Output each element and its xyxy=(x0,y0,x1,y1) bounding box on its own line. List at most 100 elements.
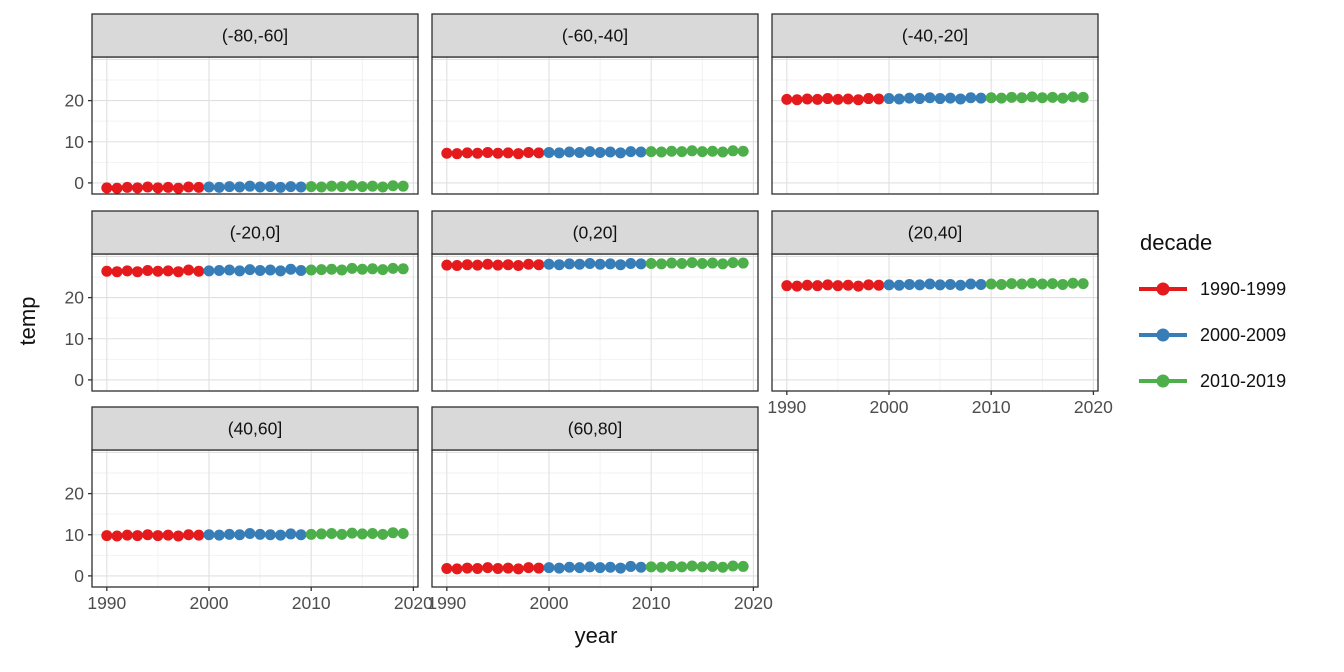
data-point xyxy=(213,529,225,541)
data-point xyxy=(604,561,616,573)
data-point xyxy=(183,529,195,541)
data-point xyxy=(696,146,708,158)
data-point xyxy=(101,265,113,277)
data-point xyxy=(336,181,348,193)
data-point xyxy=(676,561,688,573)
facet-(40,60]: (40,60] 0 10 20 1990 2000 2010 2020 xyxy=(65,406,433,613)
data-point xyxy=(377,264,389,276)
data-point xyxy=(264,529,276,541)
data-point xyxy=(523,258,535,270)
data-point xyxy=(563,258,575,270)
data-point xyxy=(914,279,926,291)
y-tick-label: 10 xyxy=(65,329,85,349)
data-point xyxy=(183,264,195,276)
data-point xyxy=(172,182,184,194)
series-2000-2009 xyxy=(883,92,987,105)
legend-key-icon xyxy=(1139,328,1187,342)
x-tick-label: 2010 xyxy=(632,593,671,613)
data-point xyxy=(801,93,813,105)
data-point xyxy=(1047,278,1059,290)
data-point xyxy=(326,263,338,275)
facet-strip xyxy=(431,13,759,58)
data-point xyxy=(131,266,143,278)
data-point xyxy=(686,145,698,157)
facet-(-20,0]: (-20,0] 0 10 20 xyxy=(65,210,419,392)
data-point xyxy=(584,561,596,573)
legend-entry-label: 2000-2009 xyxy=(1200,324,1287,345)
data-point xyxy=(162,529,174,541)
legend-key-icon xyxy=(1139,282,1187,296)
data-point xyxy=(1067,91,1079,103)
data-point xyxy=(717,146,729,158)
facet-(-80,-60]: (-80,-60] 0 10 20 xyxy=(65,13,419,195)
data-point xyxy=(285,263,297,275)
data-point xyxy=(944,278,956,290)
data-point xyxy=(563,146,575,158)
data-point xyxy=(356,528,368,540)
series-2010-2019 xyxy=(645,145,749,158)
facet-strip-label: (-40,-20] xyxy=(902,26,968,46)
data-point xyxy=(502,147,514,159)
facet-(-60,-40]: (-60,-40] xyxy=(431,13,759,195)
data-point xyxy=(492,147,504,159)
data-point xyxy=(533,562,545,574)
x-tick-label: 1990 xyxy=(427,593,466,613)
data-point xyxy=(533,259,545,271)
data-point xyxy=(367,528,379,540)
legend-entry: 2000-2009 xyxy=(1138,312,1286,358)
data-point xyxy=(903,278,915,290)
data-point xyxy=(955,279,967,291)
y-tick-label: 10 xyxy=(65,525,85,545)
facet-strip-label: (60,80] xyxy=(568,419,622,439)
legend: decade 1990-1999 2000-2009 2010-2019 xyxy=(1138,230,1286,404)
data-point xyxy=(193,265,205,277)
data-point xyxy=(781,93,793,105)
data-point xyxy=(111,530,123,542)
data-point xyxy=(584,146,596,158)
data-point xyxy=(131,530,143,542)
data-point xyxy=(172,530,184,542)
data-point xyxy=(367,180,379,192)
data-point xyxy=(162,181,174,193)
data-point xyxy=(502,259,514,271)
series-2000-2009 xyxy=(883,278,987,291)
data-point xyxy=(985,278,997,290)
data-point xyxy=(482,258,494,270)
data-point xyxy=(193,529,205,541)
series-2000-2009 xyxy=(203,180,307,193)
data-point xyxy=(377,181,389,193)
data-point xyxy=(717,561,729,573)
data-point xyxy=(471,259,483,271)
data-point xyxy=(666,257,678,269)
data-point xyxy=(707,257,719,269)
data-point xyxy=(801,279,813,291)
data-point xyxy=(203,181,215,193)
data-point xyxy=(512,563,524,575)
data-point xyxy=(1016,278,1028,290)
data-point xyxy=(142,529,154,541)
data-point xyxy=(183,181,195,193)
y-tick-label: 20 xyxy=(65,91,85,111)
x-tick-label: 2010 xyxy=(972,397,1011,417)
legend-key-point xyxy=(1156,328,1170,342)
data-point xyxy=(985,92,997,104)
x-tick-label: 2020 xyxy=(1074,397,1113,417)
data-point xyxy=(295,529,307,541)
series-2010-2019 xyxy=(305,180,409,193)
data-point xyxy=(924,92,936,104)
data-point xyxy=(914,93,926,105)
legend-entry: 2010-2019 xyxy=(1138,358,1286,404)
data-point xyxy=(666,145,678,157)
data-point xyxy=(471,562,483,574)
x-tick-label: 2020 xyxy=(734,593,773,613)
data-point xyxy=(397,263,409,275)
y-tick-label: 0 xyxy=(74,566,84,586)
facet-strip-label: (40,60] xyxy=(228,419,282,439)
data-point xyxy=(346,262,358,274)
legend-title: decade xyxy=(1140,230,1213,255)
data-point xyxy=(121,181,133,193)
data-point xyxy=(543,146,555,158)
data-point xyxy=(441,259,453,271)
data-point xyxy=(975,278,987,290)
data-point xyxy=(244,528,256,540)
